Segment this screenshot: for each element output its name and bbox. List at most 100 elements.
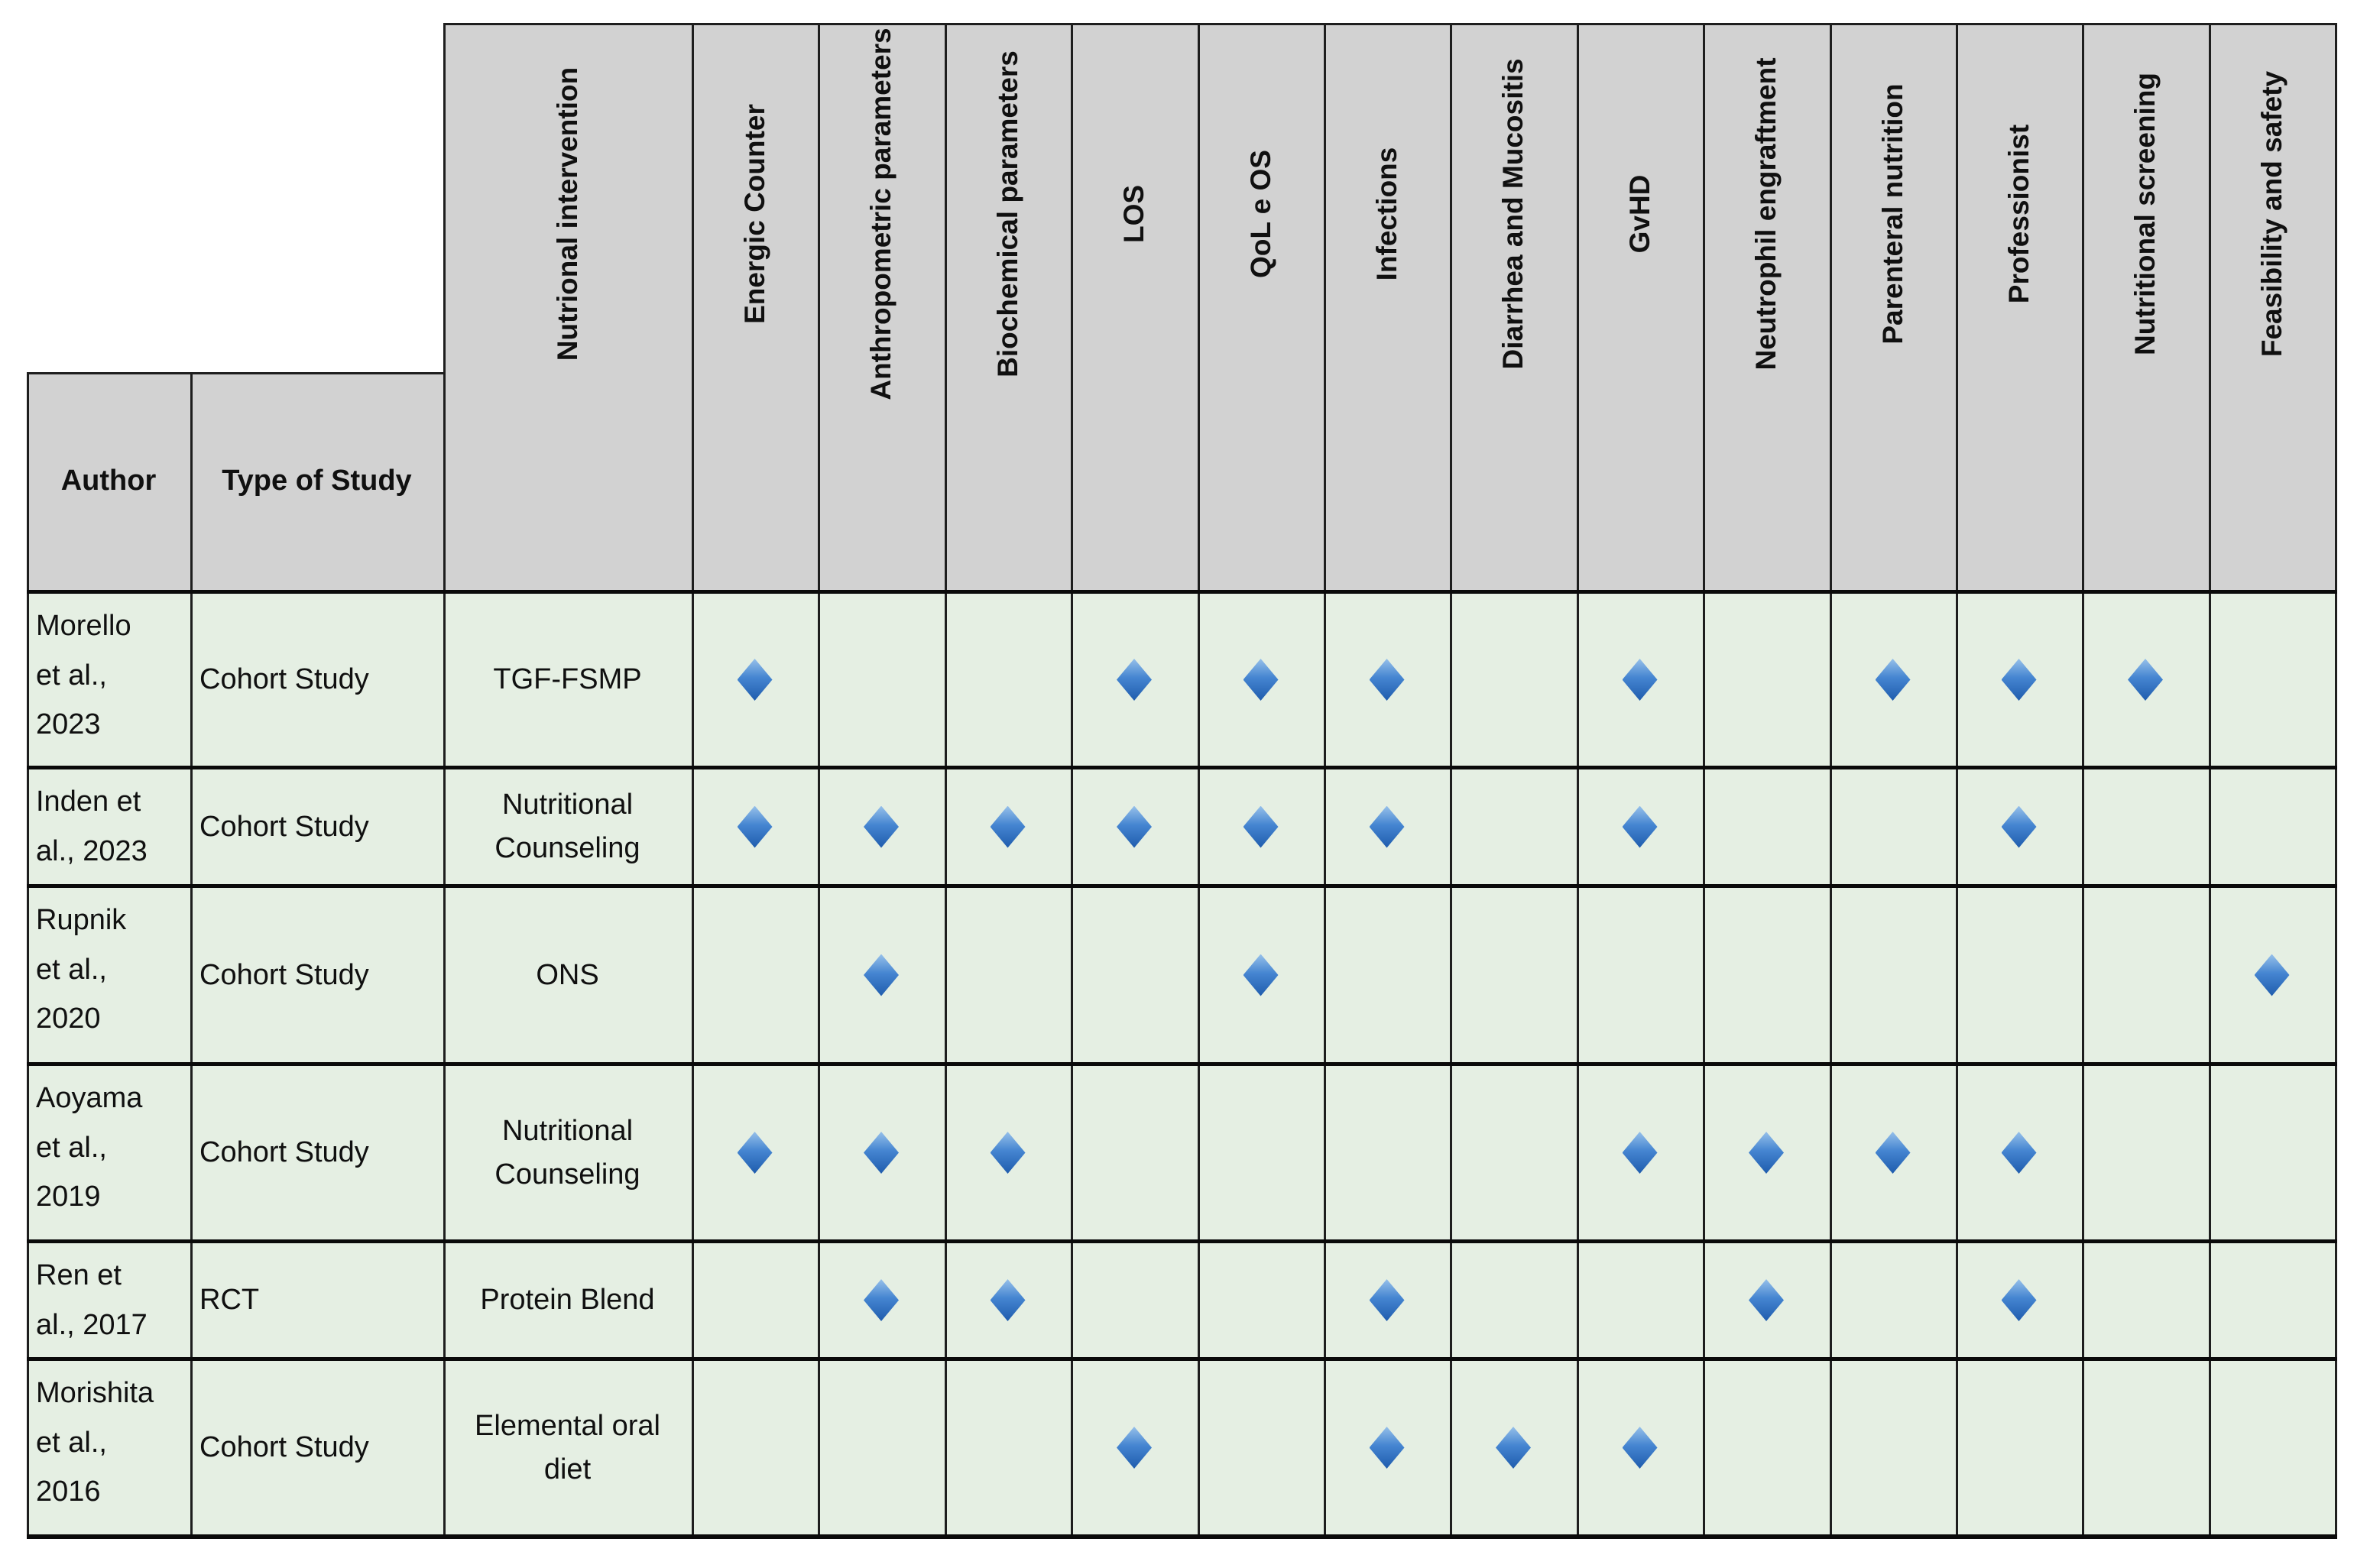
cell-morishita-et-al-2016-neutrophil-engraftment [1703,1361,1830,1534]
intervention-text: Nutritional Counseling [494,789,640,864]
column-header-label: Professionist [2002,124,2035,304]
author-text: Inden et al., 2023 [36,786,148,867]
cell-inden-et-al-2023-nutritional-screening [2082,769,2209,884]
cell-morello-et-al-2023-neutrophil-engraftment [1703,594,1830,766]
diamond-icon [2128,659,2163,701]
intervention-text: Elemental oral diet [475,1409,660,1485]
grid-line [27,884,2337,888]
column-header-gvhd: GvHD [1577,23,1703,590]
intervention-text: TGF-FSMP [493,663,642,695]
cell-ren-et-al-2017-professionist [1956,1243,2082,1357]
diamond-icon [1622,805,1658,848]
cell-rupnik-et-al-2020-feasibility-and-safety [2209,888,2335,1062]
header-background [27,372,443,590]
cell-morishita-et-al-2016-los [1071,1361,1198,1534]
column-header-qol-e-os: QoL e OS [1198,23,1324,590]
grid-line [1956,23,1958,1534]
study-type-text: Cohort Study [199,1431,369,1463]
diamond-icon [2001,1132,2037,1174]
cell-morishita-et-al-2016-nutritional-screening [2082,1361,2209,1534]
cell-morello-et-al-2023-feasibility-and-safety [2209,594,2335,766]
cell-rupnik-et-al-2020-qol-e-os [1198,888,1324,1062]
cell-aoyama-et-al-2019-feasibility-and-safety [2209,1066,2335,1239]
diamond-icon [864,805,899,848]
diamond-icon [1243,659,1279,701]
column-header-label: LOS [1118,184,1149,244]
cell-inden-et-al-2023-diarrhea-and-mucositis [1450,769,1577,884]
cell-inden-et-al-2023-infections [1324,769,1450,884]
cell-ren-et-al-2017-gvhd [1577,1243,1703,1357]
cell-inden-et-al-2023-gvhd [1577,769,1703,884]
column-header-label: Energic Counter [738,104,770,324]
cell-rupnik-et-al-2020-infections [1324,888,1450,1062]
diamond-icon [1117,805,1152,848]
cell-morishita-et-al-2016-professionist [1956,1361,2082,1534]
cell-study-type-rupnik-et-al-2020: Cohort Study [190,888,443,1062]
grid-line [27,1357,2337,1361]
cell-morishita-et-al-2016-anthropometric-parameters [818,1361,945,1534]
cell-rupnik-et-al-2020-energic-counter [692,888,818,1062]
column-header-label: Neutrophil engraftment [1750,57,1782,371]
cell-morello-et-al-2023-professionist [1956,594,2082,766]
diamond-icon [1369,805,1405,848]
study-type-text: Cohort Study [199,958,369,991]
cell-ren-et-al-2017-infections [1324,1243,1450,1357]
cell-study-type-morishita-et-al-2016: Cohort Study [190,1361,443,1534]
cell-morishita-et-al-2016-feasibility-and-safety [2209,1361,2335,1534]
cell-ren-et-al-2017-energic-counter [692,1243,818,1357]
diamond-icon [1243,954,1279,996]
cell-aoyama-et-al-2019-qol-e-os [1198,1066,1324,1239]
cell-author-aoyama-et-al-2019: Aoyama et al., 2019 [27,1066,190,1239]
column-header-label: Type of Study [222,465,412,497]
cell-intervention-morello-et-al-2023: TGF-FSMP [443,594,692,766]
grid-line [1450,23,1452,1534]
cell-inden-et-al-2023-energic-counter [692,769,818,884]
cell-morello-et-al-2023-parenteral-nutrition [1830,594,1956,766]
grid-line [692,23,694,1534]
cell-ren-et-al-2017-neutrophil-engraftment [1703,1243,1830,1357]
cell-ren-et-al-2017-diarrhea-and-mucositis [1450,1243,1577,1357]
cell-morishita-et-al-2016-parenteral-nutrition [1830,1361,1956,1534]
author-text: Rupnik et al., 2020 [36,904,127,1035]
cell-rupnik-et-al-2020-diarrhea-and-mucositis [1450,888,1577,1062]
cell-morello-et-al-2023-diarrhea-and-mucositis [1450,594,1577,766]
grid-line [27,372,446,374]
study-type-text: RCT [199,1284,260,1316]
column-header-parenteral-nutrition: Parenteral nutrition [1830,23,1956,590]
cell-aoyama-et-al-2019-energic-counter [692,1066,818,1239]
diamond-icon [1369,659,1405,701]
column-header-type-of-study: Type of Study [190,372,443,590]
cell-ren-et-al-2017-los [1071,1243,1198,1357]
cell-intervention-rupnik-et-al-2020: ONS [443,888,692,1062]
diamond-icon [990,1279,1026,1321]
cell-morishita-et-al-2016-gvhd [1577,1361,1703,1534]
grid-line [1703,23,1705,1534]
cell-inden-et-al-2023-parenteral-nutrition [1830,769,1956,884]
cell-author-inden-et-al-2023: Inden et al., 2023 [27,769,190,884]
cell-rupnik-et-al-2020-professionist [1956,888,2082,1062]
cell-inden-et-al-2023-los [1071,769,1198,884]
cell-inden-et-al-2023-feasibility-and-safety [2209,769,2335,884]
grid-line [2209,23,2211,1534]
header-background [443,23,2335,590]
column-header-infections: Infections [1324,23,1450,590]
diamond-icon [737,659,773,701]
cell-ren-et-al-2017-anthropometric-parameters [818,1243,945,1357]
cell-aoyama-et-al-2019-infections [1324,1066,1450,1239]
grid-line [1324,23,1326,1534]
cell-morello-et-al-2023-infections [1324,594,1450,766]
cell-morello-et-al-2023-los [1071,594,1198,766]
cell-aoyama-et-al-2019-neutrophil-engraftment [1703,1066,1830,1239]
diamond-icon [1749,1279,1784,1321]
diamond-icon [990,805,1026,848]
author-text: Morishita et al., 2016 [36,1377,154,1508]
cell-study-type-morello-et-al-2023: Cohort Study [190,594,443,766]
grid-line [27,1534,2337,1539]
cell-ren-et-al-2017-feasibility-and-safety [2209,1243,2335,1357]
cell-rupnik-et-al-2020-neutrophil-engraftment [1703,888,1830,1062]
diamond-icon [1622,659,1658,701]
grid-line [27,590,2337,594]
cell-rupnik-et-al-2020-gvhd [1577,888,1703,1062]
column-header-label: Diarrhea and Mucositis [1497,58,1529,370]
